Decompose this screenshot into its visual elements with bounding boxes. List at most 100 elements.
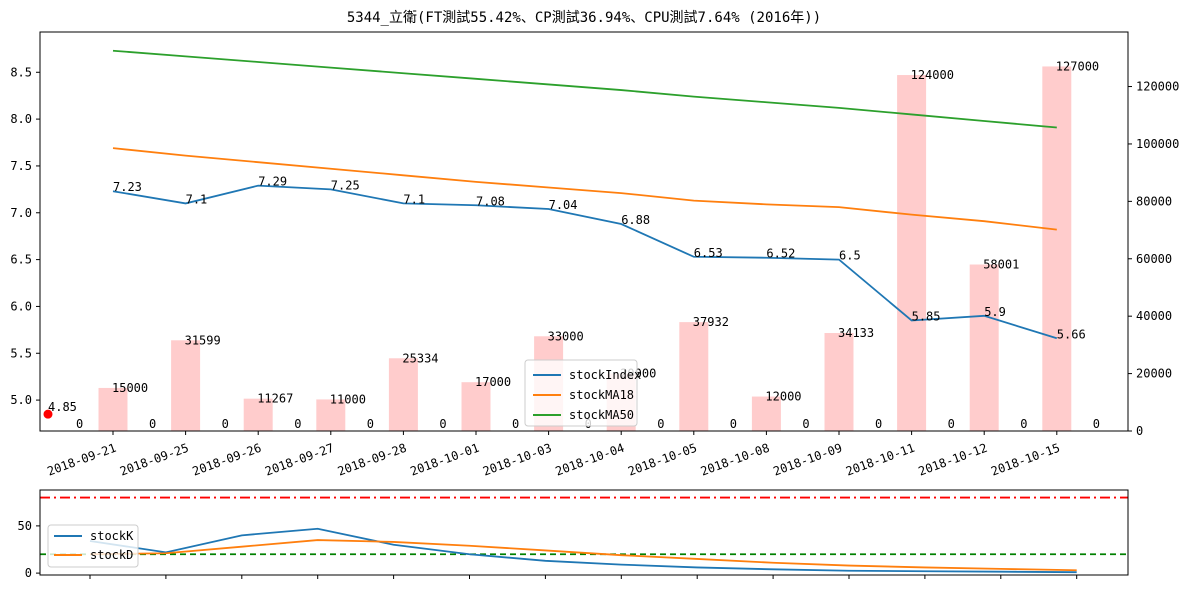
stockindex-data-label: 7.08 xyxy=(476,194,505,208)
legend-label-stockMA50: stockMA50 xyxy=(569,408,634,422)
right-axis-tick-label: 60000 xyxy=(1136,252,1172,266)
lower-plot-frame xyxy=(39,489,1129,576)
stockindex-data-label: 7.25 xyxy=(331,178,360,192)
left-axis-tick-label: 6.0 xyxy=(10,299,32,313)
left-axis-tick-label: 7.5 xyxy=(10,159,32,173)
right-axis-tick-label: 40000 xyxy=(1136,309,1172,323)
volume-bar xyxy=(171,340,201,431)
lower-y-tick-label: 50 xyxy=(18,519,32,533)
right-axis-tick-label: 80000 xyxy=(1136,194,1172,208)
volume-bar xyxy=(316,399,346,431)
bar-value-label: 34133 xyxy=(838,326,874,340)
legend-box xyxy=(524,359,638,427)
series-line-stockIndex xyxy=(112,184,1058,340)
bar-zero-label: 0 xyxy=(657,417,664,431)
bar-value-label: 11000 xyxy=(330,392,366,406)
start-point-marker xyxy=(43,409,53,419)
x-axis-tick-label: 2018-10-05 xyxy=(626,441,699,479)
volume-bar xyxy=(897,75,927,431)
volume-bar xyxy=(388,358,418,431)
bar-zero-label: 0 xyxy=(802,417,809,431)
volume-bar xyxy=(969,264,999,431)
main-plot-frame xyxy=(39,31,1129,432)
bar-zero-label: 0 xyxy=(149,417,156,431)
volume-bar xyxy=(679,322,709,431)
bar-value-label: 37932 xyxy=(693,315,729,329)
bar-value-label: 11267 xyxy=(257,392,293,406)
bar-value-label: 12000 xyxy=(765,390,801,404)
x-axis-tick-label: 2018-10-08 xyxy=(699,441,772,479)
stockindex-data-label: 7.29 xyxy=(258,175,287,189)
legend-label-stockIndex: stockIndex xyxy=(569,368,641,382)
lower-y-tick-label: 0 xyxy=(25,566,32,580)
left-axis-tick-label: 8.0 xyxy=(10,112,32,126)
lower-legend-label-stockD: stockD xyxy=(90,548,133,562)
x-axis-tick-label: 2018-09-25 xyxy=(118,441,191,479)
volume-bar xyxy=(824,333,854,431)
x-axis-tick-label: 2018-10-09 xyxy=(771,441,844,479)
bar-zero-label: 0 xyxy=(1020,417,1027,431)
legend-label-stockMA18: stockMA18 xyxy=(569,388,634,402)
bar-zero-label: 0 xyxy=(367,417,374,431)
bar-value-label: 31599 xyxy=(185,333,221,347)
series-line-stockMA18 xyxy=(112,147,1057,231)
volume-bar xyxy=(461,382,491,431)
left-axis-tick-label: 7.0 xyxy=(10,206,32,220)
start-point-label: 4.85 xyxy=(48,400,77,414)
bar-zero-label: 0 xyxy=(512,417,519,431)
x-axis-tick-label: 2018-09-21 xyxy=(45,441,118,479)
stockindex-data-label: 5.66 xyxy=(1057,327,1086,341)
bar-zero-label: 0 xyxy=(875,417,882,431)
bar-zero-label: 0 xyxy=(730,417,737,431)
bar-value-label: 15000 xyxy=(112,381,148,395)
bar-value-label: 33000 xyxy=(548,329,584,343)
left-axis-tick-label: 6.5 xyxy=(10,253,32,267)
stockindex-data-label: 6.53 xyxy=(694,246,723,260)
x-axis-tick-label: 2018-10-04 xyxy=(554,441,627,479)
stockindex-data-label: 7.1 xyxy=(403,192,425,206)
series-line-stockMA50 xyxy=(112,49,1057,129)
stockindex-data-label: 5.85 xyxy=(912,309,941,323)
stockindex-data-label: 6.88 xyxy=(621,213,650,227)
right-axis-tick-label: 20000 xyxy=(1136,367,1172,381)
stockindex-data-label: 6.52 xyxy=(766,247,795,261)
volume-bar xyxy=(243,398,273,431)
bar-zero-label: 0 xyxy=(439,417,446,431)
bar-value-label: 127000 xyxy=(1056,59,1099,73)
bar-value-label: 17000 xyxy=(475,375,511,389)
x-axis-tick-label: 2018-10-12 xyxy=(917,441,990,479)
x-axis-tick-label: 2018-10-03 xyxy=(481,441,554,479)
x-axis-tick-label: 2018-09-27 xyxy=(263,441,336,479)
volume-bar xyxy=(751,396,781,431)
bar-value-label: 25334 xyxy=(402,351,438,365)
chart-title: 5344_立衛(FT測試55.42%、CP測試36.94%、CPU測試7.64%… xyxy=(347,10,821,26)
x-axis-tick-label: 2018-09-28 xyxy=(336,441,409,479)
left-axis-tick-label: 5.5 xyxy=(10,346,32,360)
right-axis-tick-label: 100000 xyxy=(1136,137,1179,151)
series-line-stockK xyxy=(89,527,1077,574)
x-axis-tick-label: 2018-10-15 xyxy=(989,441,1062,479)
bar-zero-label: 0 xyxy=(294,417,301,431)
start-zero-label: 0 xyxy=(76,417,83,431)
volume-bar xyxy=(98,387,128,431)
left-axis-tick-label: 8.5 xyxy=(10,65,32,79)
stockindex-data-label: 5.9 xyxy=(984,305,1006,319)
series-line-stockD xyxy=(89,539,1077,572)
bar-zero-label: 0 xyxy=(222,417,229,431)
volume-bar xyxy=(1042,66,1072,431)
x-axis-tick-label: 2018-10-11 xyxy=(844,441,917,479)
right-axis-tick-label: 120000 xyxy=(1136,80,1179,94)
x-axis-tick-label: 2018-10-01 xyxy=(408,441,481,479)
stockindex-data-label: 6.5 xyxy=(839,249,861,263)
bar-value-label: 124000 xyxy=(911,68,954,82)
stockindex-data-label: 7.04 xyxy=(549,198,578,212)
bar-zero-label: 0 xyxy=(948,417,955,431)
lower-legend-label-stockK: stockK xyxy=(90,529,134,543)
right-axis-tick-label: 0 xyxy=(1136,424,1143,438)
bar-value-label: 58001 xyxy=(983,258,1019,272)
left-axis-tick-label: 5.0 xyxy=(10,393,32,407)
x-axis-tick-label: 2018-09-26 xyxy=(191,441,264,479)
stockindex-data-label: 7.23 xyxy=(113,180,142,194)
